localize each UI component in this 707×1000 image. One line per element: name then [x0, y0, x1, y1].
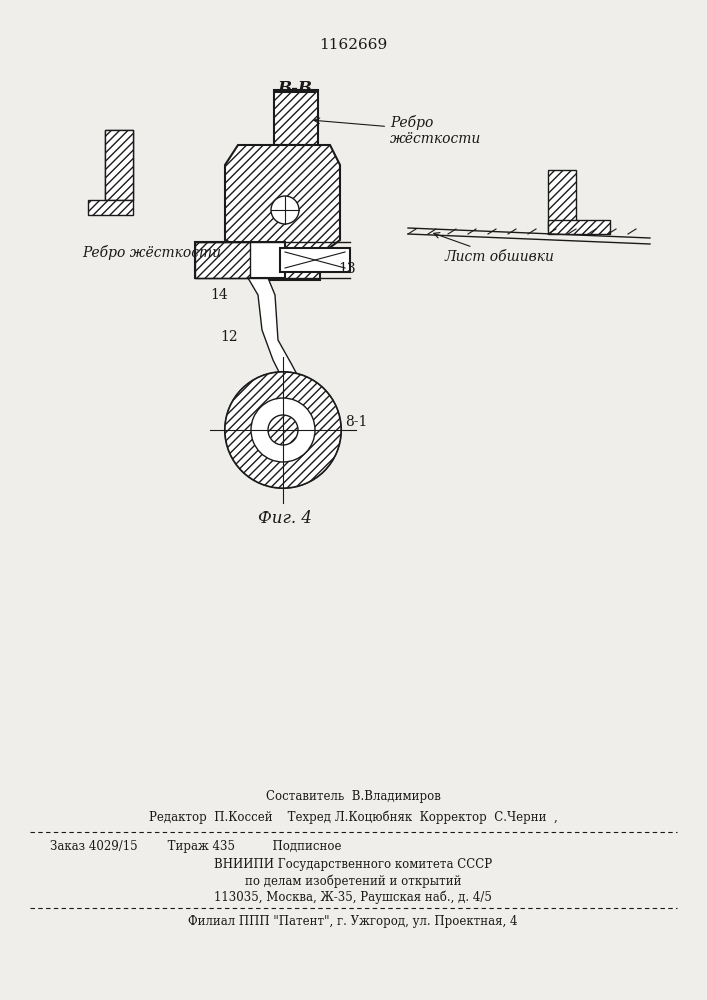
Polygon shape [548, 220, 610, 234]
Text: 113035, Москва, Ж-35, Раушская наб., д. 4/5: 113035, Москва, Ж-35, Раушская наб., д. … [214, 890, 492, 904]
Text: 1162669: 1162669 [319, 38, 387, 52]
Text: 14: 14 [210, 288, 228, 302]
Text: Ребро
жёсткости: Ребро жёсткости [314, 115, 481, 146]
Text: В-В: В-В [278, 80, 312, 97]
Polygon shape [274, 90, 318, 145]
Text: Редактор  П.Коссей    Техред Л.Коцюбняк  Корректор  С.Черни  ,: Редактор П.Коссей Техред Л.Коцюбняк Корр… [148, 810, 557, 824]
Text: 13: 13 [338, 262, 356, 276]
Text: Фиг. 4: Фиг. 4 [258, 510, 312, 527]
Text: по делам изобретений и открытий: по делам изобретений и открытий [245, 874, 461, 888]
Polygon shape [88, 200, 133, 215]
Polygon shape [105, 130, 133, 200]
Text: Составитель  В.Владимиров: Составитель В.Владимиров [266, 790, 440, 803]
Text: 12: 12 [221, 330, 238, 344]
Polygon shape [548, 170, 576, 230]
Text: 8-1: 8-1 [345, 415, 368, 429]
FancyBboxPatch shape [195, 242, 285, 278]
Polygon shape [248, 278, 300, 395]
Circle shape [268, 415, 298, 445]
Polygon shape [195, 242, 250, 278]
Text: Филиал ППП "Патент", г. Ужгород, ул. Проектная, 4: Филиал ППП "Патент", г. Ужгород, ул. Про… [188, 915, 518, 928]
Text: Ребро жёсткости: Ребро жёсткости [82, 245, 221, 260]
FancyBboxPatch shape [280, 248, 350, 272]
Circle shape [271, 196, 299, 224]
FancyBboxPatch shape [105, 130, 133, 200]
Polygon shape [225, 145, 340, 280]
Circle shape [225, 372, 341, 488]
Text: ВНИИПИ Государственного комитета СССР: ВНИИПИ Государственного комитета СССР [214, 858, 492, 871]
Text: Заказ 4029/15        Тираж 435          Подписное: Заказ 4029/15 Тираж 435 Подписное [50, 840, 341, 853]
Text: Лист обшивки: Лист обшивки [434, 233, 555, 264]
